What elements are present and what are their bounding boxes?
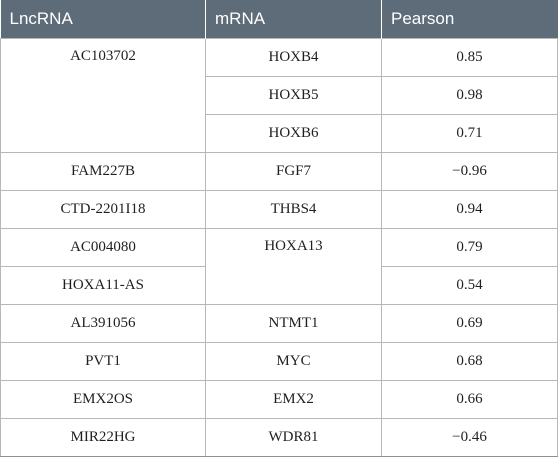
mrna-cell: EMX2 <box>205 380 382 419</box>
mrna-cell: HOXB6 <box>205 114 382 153</box>
pearson-cell: 0.66 <box>381 380 558 419</box>
mrna-cell: MYC <box>205 342 382 381</box>
pearson-cell: 0.98 <box>381 76 558 115</box>
mrna-cell: HOXA13 <box>205 228 382 305</box>
pearson-cell: 0.71 <box>381 114 558 153</box>
pearson-cell: 0.94 <box>381 190 558 229</box>
pearson-cell: −0.46 <box>381 418 558 457</box>
mrna-cell: NTMT1 <box>205 304 382 343</box>
table-row: MIR22HG WDR81 −0.46 <box>0 418 558 457</box>
lncrna-cell: CTD-2201I18 <box>0 190 206 229</box>
table-row: HOXB5 0.98 <box>1 76 558 115</box>
pearson-cell: 0.69 <box>381 304 558 343</box>
pearson-cell: −0.96 <box>381 152 558 191</box>
header-row: LncRNA mRNA Pearson <box>0 0 558 39</box>
lncrna-cell: AC004080 <box>0 228 206 267</box>
mrna-cell: FGF7 <box>205 152 382 191</box>
table-row: HOXA11-AS 0.54 <box>0 266 558 305</box>
lncrna-cell: AL391056 <box>0 304 206 343</box>
table-row: FAM227B FGF7 −0.96 <box>0 152 558 191</box>
pearson-cell: 0.54 <box>381 266 558 305</box>
table-row: AC004080 HOXA13 0.79 <box>0 228 558 305</box>
pearson-cell: 0.68 <box>381 342 558 381</box>
lncrna-cell: HOXA11-AS <box>0 266 206 305</box>
mrna-cell: HOXB5 <box>205 76 382 115</box>
lncrna-cell: MIR22HG <box>0 418 206 457</box>
header-pearson: Pearson <box>381 0 558 39</box>
lncrna-cell: FAM227B <box>0 152 206 191</box>
header-mrna: mRNA <box>205 0 382 39</box>
table-row: CTD-2201I18 THBS4 0.94 <box>0 190 558 229</box>
mrna-cell: THBS4 <box>205 190 382 229</box>
mrna-cell: WDR81 <box>205 418 382 457</box>
pearson-cell: 0.85 <box>381 38 558 77</box>
table-row: HOXB6 0.71 <box>1 114 558 153</box>
table-row: EMX2OS EMX2 0.66 <box>0 380 558 419</box>
lncrna-cell: AC103702 <box>0 38 206 153</box>
table-row: AL391056 NTMT1 0.69 <box>0 304 558 343</box>
table-row: PVT1 MYC 0.68 <box>0 342 558 381</box>
table-row: AC103702 HOXB4 0.85 <box>0 38 558 153</box>
lncrna-cell: EMX2OS <box>0 380 206 419</box>
mrna-cell: HOXB4 <box>205 38 382 77</box>
lncrna-cell: PVT1 <box>0 342 206 381</box>
pearson-cell: 0.79 <box>381 228 558 267</box>
header-lncrna: LncRNA <box>0 0 206 39</box>
